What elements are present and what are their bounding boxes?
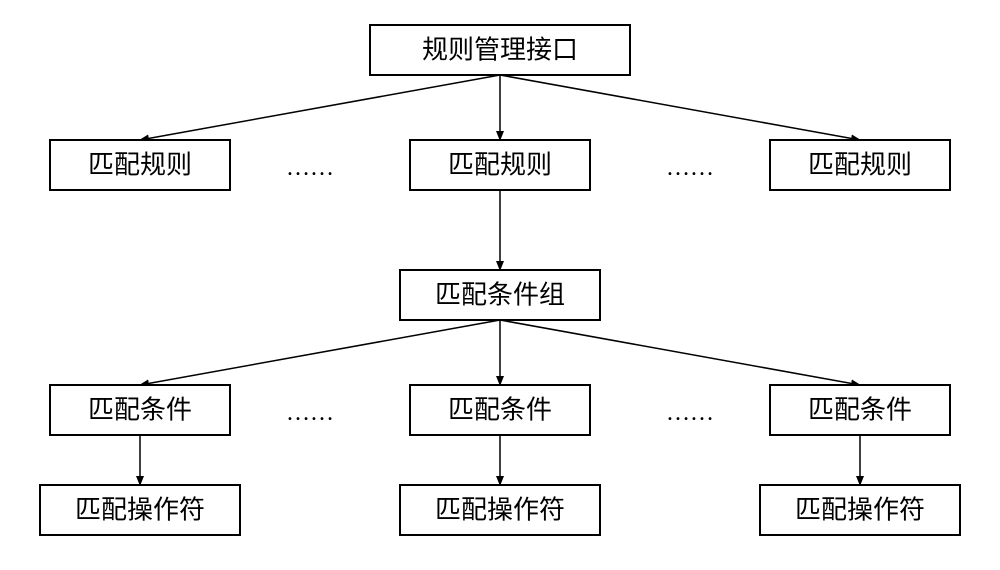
node-label-cond3: 匹配条件 bbox=[808, 396, 912, 425]
node-cond1: 匹配条件 bbox=[50, 385, 230, 435]
node-rule3: 匹配规则 bbox=[770, 140, 950, 190]
node-label-op1: 匹配操作符 bbox=[75, 496, 205, 525]
node-rule2: 匹配规则 bbox=[410, 140, 590, 190]
ellipsis-3: …… bbox=[666, 400, 714, 426]
node-label-cond1: 匹配条件 bbox=[88, 396, 192, 425]
ellipsis-2: …… bbox=[286, 400, 334, 426]
node-label-op3: 匹配操作符 bbox=[795, 496, 925, 525]
node-label-rule1: 匹配规则 bbox=[88, 151, 192, 180]
node-label-cgroup: 匹配条件组 bbox=[435, 281, 565, 310]
node-op3: 匹配操作符 bbox=[760, 485, 960, 535]
node-label-rule3: 匹配规则 bbox=[808, 151, 912, 180]
flowchart-canvas: 规则管理接口匹配规则匹配规则匹配规则匹配条件组匹配条件匹配条件匹配条件匹配操作符… bbox=[0, 0, 1000, 570]
edge-root-to-rule1 bbox=[140, 75, 500, 140]
node-label-op2: 匹配操作符 bbox=[435, 496, 565, 525]
node-rule1: 匹配规则 bbox=[50, 140, 230, 190]
node-cgroup: 匹配条件组 bbox=[400, 270, 600, 320]
ellipsis-1: …… bbox=[666, 155, 714, 181]
node-op2: 匹配操作符 bbox=[400, 485, 600, 535]
node-cond3: 匹配条件 bbox=[770, 385, 950, 435]
node-root: 规则管理接口 bbox=[370, 25, 630, 75]
node-cond2: 匹配条件 bbox=[410, 385, 590, 435]
node-label-cond2: 匹配条件 bbox=[448, 396, 552, 425]
node-op1: 匹配操作符 bbox=[40, 485, 240, 535]
node-label-rule2: 匹配规则 bbox=[448, 151, 552, 180]
ellipsis-0: …… bbox=[286, 155, 334, 181]
edge-cgroup-to-cond1 bbox=[140, 320, 500, 385]
edge-root-to-rule3 bbox=[500, 75, 860, 140]
edge-cgroup-to-cond3 bbox=[500, 320, 860, 385]
node-label-root: 规则管理接口 bbox=[422, 36, 578, 65]
